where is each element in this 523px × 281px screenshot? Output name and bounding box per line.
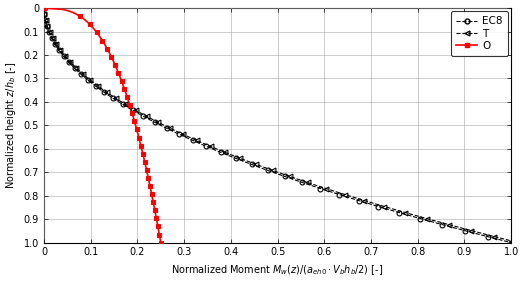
X-axis label: Normalized Moment $M_{w}(z)/(a_{eh0}\cdot V_b h_b/2)$ [-]: Normalized Moment $M_{w}(z)/(a_{eh0}\cdo… (172, 263, 384, 277)
Legend: EC8, T, O: EC8, T, O (451, 11, 508, 56)
Y-axis label: Normalized height $z/h_b$ [-]: Normalized height $z/h_b$ [-] (4, 62, 18, 189)
